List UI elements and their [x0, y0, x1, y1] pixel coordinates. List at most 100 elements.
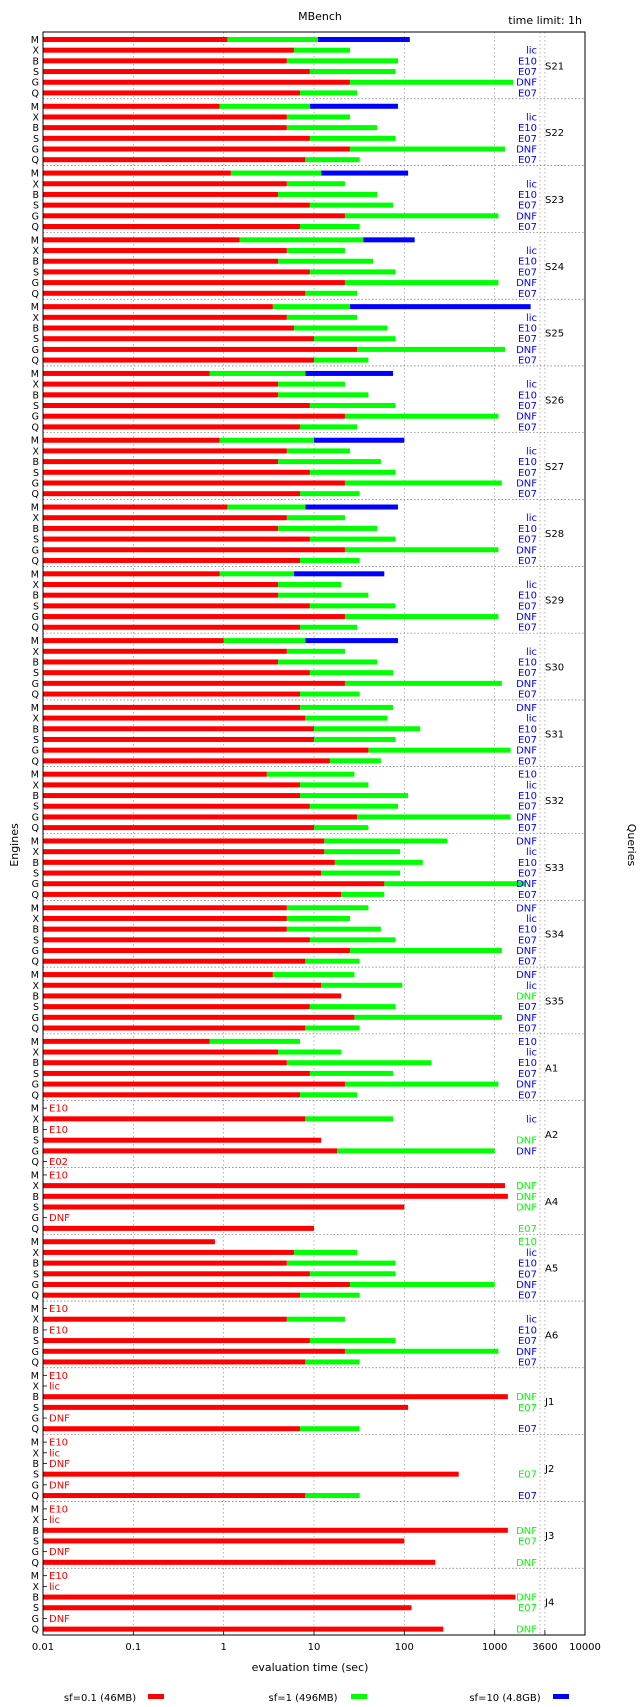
bar-sf01 — [43, 638, 224, 644]
engine-label-x: X — [32, 246, 39, 257]
bar-sf1 — [272, 304, 350, 310]
bar-sf01 — [43, 290, 306, 296]
status-label-right: E07 — [518, 1291, 537, 1302]
bar-sf01 — [43, 1070, 310, 1076]
bar-sf01 — [43, 1060, 287, 1066]
status-label-red: DNF — [49, 1459, 70, 1470]
bar-sf01 — [43, 1025, 306, 1031]
engine-label-q: Q — [32, 823, 39, 834]
query-label: S21 — [545, 61, 564, 72]
engine-label-g: G — [32, 211, 39, 222]
bar-sf1 — [300, 1092, 358, 1098]
bar-sf01 — [43, 1493, 306, 1499]
bar-sf01 — [43, 803, 310, 809]
engine-label-g: G — [32, 679, 39, 690]
bar-sf1 — [349, 79, 514, 85]
bar-sf01 — [43, 670, 310, 676]
engine-label-q: Q — [32, 690, 39, 701]
status-label-right: E07 — [518, 356, 537, 367]
bar-sf10 — [317, 36, 410, 42]
status-label-right: DNF — [516, 1392, 537, 1403]
engine-label-b: B — [32, 1125, 39, 1136]
status-label-right: E07 — [518, 623, 537, 634]
bar-sf1 — [300, 223, 360, 229]
bar-sf1 — [309, 803, 398, 809]
engine-label-s: S — [33, 1403, 39, 1414]
engine-label-q: Q — [32, 556, 39, 567]
engine-label-q: Q — [32, 1157, 39, 1168]
engine-label-x: X — [32, 580, 39, 591]
engine-label-s: S — [33, 401, 39, 412]
status-label-right: E10 — [518, 1325, 537, 1336]
bar-sf1 — [278, 1049, 342, 1055]
engine-label-s: S — [33, 869, 39, 880]
status-label-right: DNF — [516, 991, 537, 1002]
engine-label-s: S — [33, 1470, 39, 1481]
status-label-right: E07 — [518, 935, 537, 946]
engine-label-g: G — [32, 345, 39, 356]
status-label-right: E07 — [518, 67, 537, 78]
bar-sf1 — [305, 958, 360, 964]
bar-sf01 — [43, 1471, 459, 1477]
engine-label-g: G — [32, 1614, 39, 1625]
bar-sf01 — [43, 1348, 345, 1354]
bar-sf1 — [309, 1271, 396, 1277]
bar-sf1 — [286, 1060, 432, 1066]
bar-sf1 — [286, 1316, 345, 1322]
bar-sf10 — [314, 437, 405, 443]
status-label-right: DNF — [516, 78, 537, 89]
bar-sf01 — [43, 972, 273, 978]
engine-label-g: G — [32, 478, 39, 489]
status-label-right: E07 — [518, 267, 537, 278]
status-label-right: E07 — [518, 756, 537, 767]
bar-sf01 — [43, 1038, 210, 1044]
engine-label-m: M — [31, 1104, 39, 1115]
bar-sf01 — [43, 325, 294, 331]
status-label-right: DNF — [516, 545, 537, 556]
engine-label-g: G — [32, 1480, 39, 1491]
x-tick-label: 0.01 — [32, 1642, 54, 1653]
bar-sf1 — [309, 536, 396, 542]
bar-sf01 — [43, 424, 301, 430]
status-label-right: E07 — [518, 489, 537, 500]
status-label-right: E07 — [518, 1224, 537, 1235]
bar-sf01 — [43, 280, 345, 286]
bar-sf01 — [43, 1004, 310, 1010]
bar-sf1 — [349, 948, 502, 954]
bar-sf10 — [305, 370, 394, 376]
engine-label-x: X — [32, 714, 39, 725]
status-label-right: lic — [526, 313, 537, 324]
bar-sf1 — [300, 782, 369, 788]
group-s28: MX lic B E10 S E07 G DNF Q E07 S28 — [31, 503, 564, 567]
bar-sf1 — [309, 202, 394, 208]
group-s25: MX lic B E10 S E07 G DNF Q E07 S25 — [31, 302, 564, 366]
engine-label-q: Q — [32, 1491, 39, 1502]
bar-sf10 — [321, 170, 409, 176]
engine-label-m: M — [31, 369, 39, 380]
engine-label-g: G — [32, 412, 39, 423]
bar-sf1 — [278, 459, 381, 465]
status-label-right: DNF — [516, 879, 537, 890]
engine-label-b: B — [32, 657, 39, 668]
bar-sf1 — [344, 1081, 499, 1087]
query-label: J2 — [544, 1464, 554, 1475]
bar-sf01 — [43, 213, 345, 219]
engine-label-m: M — [31, 1571, 39, 1582]
status-label-red: E10 — [49, 1170, 68, 1181]
bar-sf1 — [278, 582, 342, 588]
engine-label-s: S — [33, 1136, 39, 1147]
bar-sf01 — [43, 758, 330, 764]
x-tick-label: 1 — [220, 1642, 226, 1653]
bar-sf01 — [43, 915, 287, 921]
bar-sf01 — [43, 648, 287, 654]
group-j4: M E10 X lic B DNF S E07 G DNF Q DNF J4 — [31, 1571, 555, 1635]
bar-sf1 — [300, 793, 409, 799]
bar-sf1 — [305, 1359, 360, 1365]
bar-sf1 — [286, 648, 345, 654]
bar-sf01 — [43, 993, 342, 999]
bar-sf01 — [43, 525, 279, 531]
engine-label-s: S — [33, 802, 39, 813]
bar-sf01 — [43, 782, 301, 788]
bar-sf1 — [334, 859, 423, 865]
engine-label-m: M — [31, 1304, 39, 1315]
